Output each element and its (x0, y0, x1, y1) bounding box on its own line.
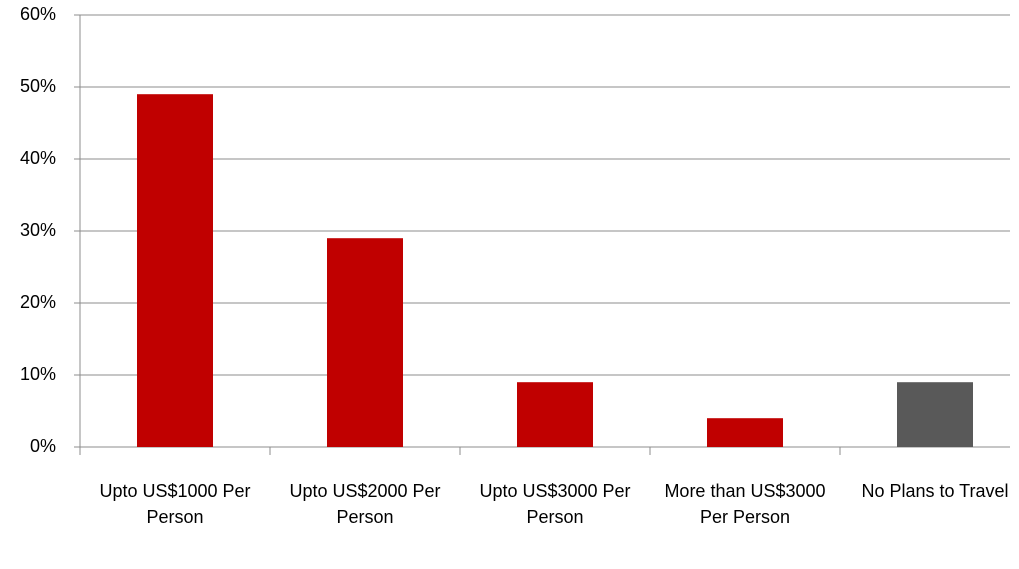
bar (897, 382, 973, 447)
bar (517, 382, 593, 447)
y-tick-label: 20% (20, 292, 56, 312)
bar (327, 238, 403, 447)
bar (707, 418, 783, 447)
y-tick-label: 50% (20, 76, 56, 96)
y-tick-label: 60% (20, 4, 56, 24)
y-tick-label: 10% (20, 364, 56, 384)
x-tick-label: More than US$3000 Per Person (664, 481, 826, 527)
y-tick-label: 30% (20, 220, 56, 240)
x-tick-label: Upto US$3000 Per Person (479, 481, 631, 527)
bar (137, 94, 213, 447)
x-tick-label: Upto US$2000 Per Person (289, 481, 441, 527)
x-tick-label: Upto US$1000 Per Person (99, 481, 251, 527)
x-tick-label: No Plans to Travel (861, 481, 1009, 501)
y-tick-label: 0% (30, 436, 56, 456)
y-tick-label: 40% (20, 148, 56, 168)
